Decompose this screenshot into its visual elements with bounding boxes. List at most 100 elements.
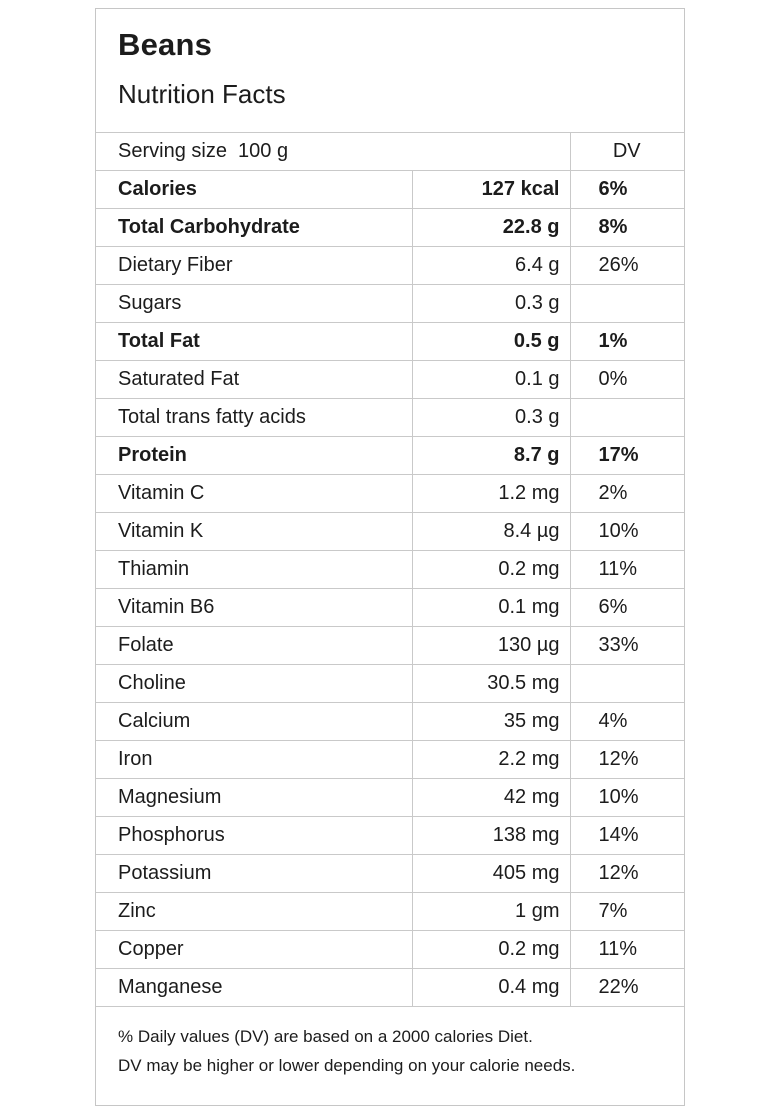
nutrient-dv: 10%	[569, 512, 684, 551]
nutrient-value: 0.1 mg	[411, 588, 570, 627]
nutrient-row: Protein 8.7 g 17%	[96, 436, 684, 475]
nutrient-value: 0.4 mg	[411, 968, 570, 1007]
nutrient-name: Calories	[96, 170, 412, 209]
nutrient-row: Total Carbohydrate 22.8 g 8%	[96, 208, 684, 247]
nutrient-value: 138 mg	[411, 816, 570, 855]
nutrient-row: Folate 130 µg 33%	[96, 626, 684, 665]
nutrient-name: Dietary Fiber	[96, 246, 412, 285]
nutrient-name: Total trans fatty acids	[96, 398, 412, 437]
nutrient-value: 405 mg	[411, 854, 570, 893]
nutrient-dv: 2%	[569, 474, 684, 513]
nutrition-facts-table: Serving size 100 g DV Calories 127 kcal 6%…	[96, 132, 684, 1007]
nutrient-value: 130 µg	[411, 626, 570, 665]
nutrient-row: Thiamin 0.2 mg 11%	[96, 550, 684, 589]
title-block: Beans Nutrition Facts	[96, 9, 684, 132]
nutrient-dv: 6%	[569, 588, 684, 627]
nutrient-row: Vitamin K 8.4 µg 10%	[96, 512, 684, 551]
nutrient-dv: 10%	[569, 778, 684, 817]
nutrient-dv: 11%	[569, 550, 684, 589]
nutrient-dv	[569, 284, 684, 323]
nutrient-row: Phosphorus 138 mg 14%	[96, 816, 684, 855]
nutrient-name: Choline	[96, 664, 412, 703]
nutrient-value: 1.2 mg	[411, 474, 570, 513]
nutrient-value: 127 kcal	[411, 170, 570, 209]
nutrient-row: Total trans fatty acids 0.3 g	[96, 398, 684, 437]
nutrient-name: Total Fat	[96, 322, 412, 361]
nutrient-dv: 12%	[569, 854, 684, 893]
nutrient-name: Vitamin B6	[96, 588, 412, 627]
nutrient-value: 6.4 g	[411, 246, 570, 285]
nutrient-dv: 12%	[569, 740, 684, 779]
footer-note-line1: % Daily values (DV) are based on a 2000 …	[118, 1027, 533, 1046]
nutrient-name: Vitamin K	[96, 512, 412, 551]
nutrient-value: 30.5 mg	[411, 664, 570, 703]
nutrient-name: Magnesium	[96, 778, 412, 817]
nutrient-dv: 14%	[569, 816, 684, 855]
nutrient-row: Copper 0.2 mg 11%	[96, 930, 684, 969]
nutrient-dv	[569, 664, 684, 703]
nutrient-name: Iron	[96, 740, 412, 779]
nutrient-dv: 11%	[569, 930, 684, 969]
nutrition-label-card: Beans Nutrition Facts Serving size 100 g…	[95, 8, 685, 1106]
nutrient-name: Thiamin	[96, 550, 412, 589]
footer-note-line2: DV may be higher or lower depending on y…	[118, 1055, 576, 1075]
nutrient-dv: 17%	[569, 436, 684, 475]
nutrient-row: Magnesium 42 mg 10%	[96, 778, 684, 817]
nutrient-name: Protein	[96, 436, 412, 475]
nutrient-name: Sugars	[96, 284, 412, 323]
nutrient-row: Vitamin B6 0.1 mg 6%	[96, 588, 684, 627]
nutrient-name: Vitamin C	[96, 474, 412, 513]
nutrient-value: 42 mg	[411, 778, 570, 817]
nutrient-value: 0.2 mg	[411, 550, 570, 589]
nutrient-dv: 26%	[569, 246, 684, 285]
nutrient-value: 0.3 g	[411, 398, 570, 437]
nutrient-value: 0.3 g	[411, 284, 570, 323]
nutrient-row: Saturated Fat 0.1 g 0%	[96, 360, 684, 399]
nutrient-value: 35 mg	[411, 702, 570, 741]
nutrient-value: 0.5 g	[411, 322, 570, 361]
nutrient-value: 0.1 g	[411, 360, 570, 399]
dv-column-header: DV	[569, 132, 684, 171]
nutrient-name: Potassium	[96, 854, 412, 893]
nutrient-row: Potassium 405 mg 12%	[96, 854, 684, 893]
nutrient-value: 8.4 µg	[411, 512, 570, 551]
nutrient-name: Total Carbohydrate	[96, 208, 412, 247]
nutrient-dv: 33%	[569, 626, 684, 665]
nutrient-row: Calories 127 kcal 6%	[96, 170, 684, 209]
nutrient-row: Zinc 1 gm 7%	[96, 892, 684, 931]
nutrient-value: 22.8 g	[411, 208, 570, 247]
nutrient-name: Phosphorus	[96, 816, 412, 855]
nutrient-dv: 4%	[569, 702, 684, 741]
nutrient-row: Sugars 0.3 g	[96, 284, 684, 323]
nutrient-name: Calcium	[96, 702, 412, 741]
nutrient-row: Manganese 0.4 mg 22%	[96, 968, 684, 1007]
nutrient-value: 2.2 mg	[411, 740, 570, 779]
footer-block: % Daily values (DV) are based on a 2000 …	[96, 1007, 684, 1087]
nutrient-row: Total Fat 0.5 g 1%	[96, 322, 684, 361]
nutrient-dv: 0%	[569, 360, 684, 399]
nutrient-dv: 1%	[569, 322, 684, 361]
nutrient-value: 1 gm	[411, 892, 570, 931]
nutrient-row: Dietary Fiber 6.4 g 26%	[96, 246, 684, 285]
nutrition-table-body: Serving size 100 g DV Calories 127 kcal 6%…	[96, 132, 684, 1007]
nutrient-dv: 7%	[569, 892, 684, 931]
nutrient-value: 0.2 mg	[411, 930, 570, 969]
nutrient-dv: 22%	[569, 968, 684, 1007]
nutrient-row: Choline 30.5 mg	[96, 664, 684, 703]
nutrient-name: Copper	[96, 930, 412, 969]
nutrient-name: Folate	[96, 626, 412, 665]
page-subtitle: Nutrition Facts	[118, 79, 286, 109]
nutrient-row: Vitamin C 1.2 mg 2%	[96, 474, 684, 513]
nutrient-name: Saturated Fat	[96, 360, 412, 399]
serving-size-row: Serving size 100 g DV	[96, 132, 684, 171]
nutrient-value: 8.7 g	[411, 436, 570, 475]
page-title: Beans	[118, 27, 213, 62]
nutrient-dv: 6%	[569, 170, 684, 209]
serving-size-label: Serving size 100 g	[96, 132, 570, 171]
nutrient-name: Manganese	[96, 968, 412, 1007]
nutrient-row: Iron 2.2 mg 12%	[96, 740, 684, 779]
nutrient-name: Zinc	[96, 892, 412, 931]
nutrient-row: Calcium 35 mg 4%	[96, 702, 684, 741]
nutrient-dv: 8%	[569, 208, 684, 247]
